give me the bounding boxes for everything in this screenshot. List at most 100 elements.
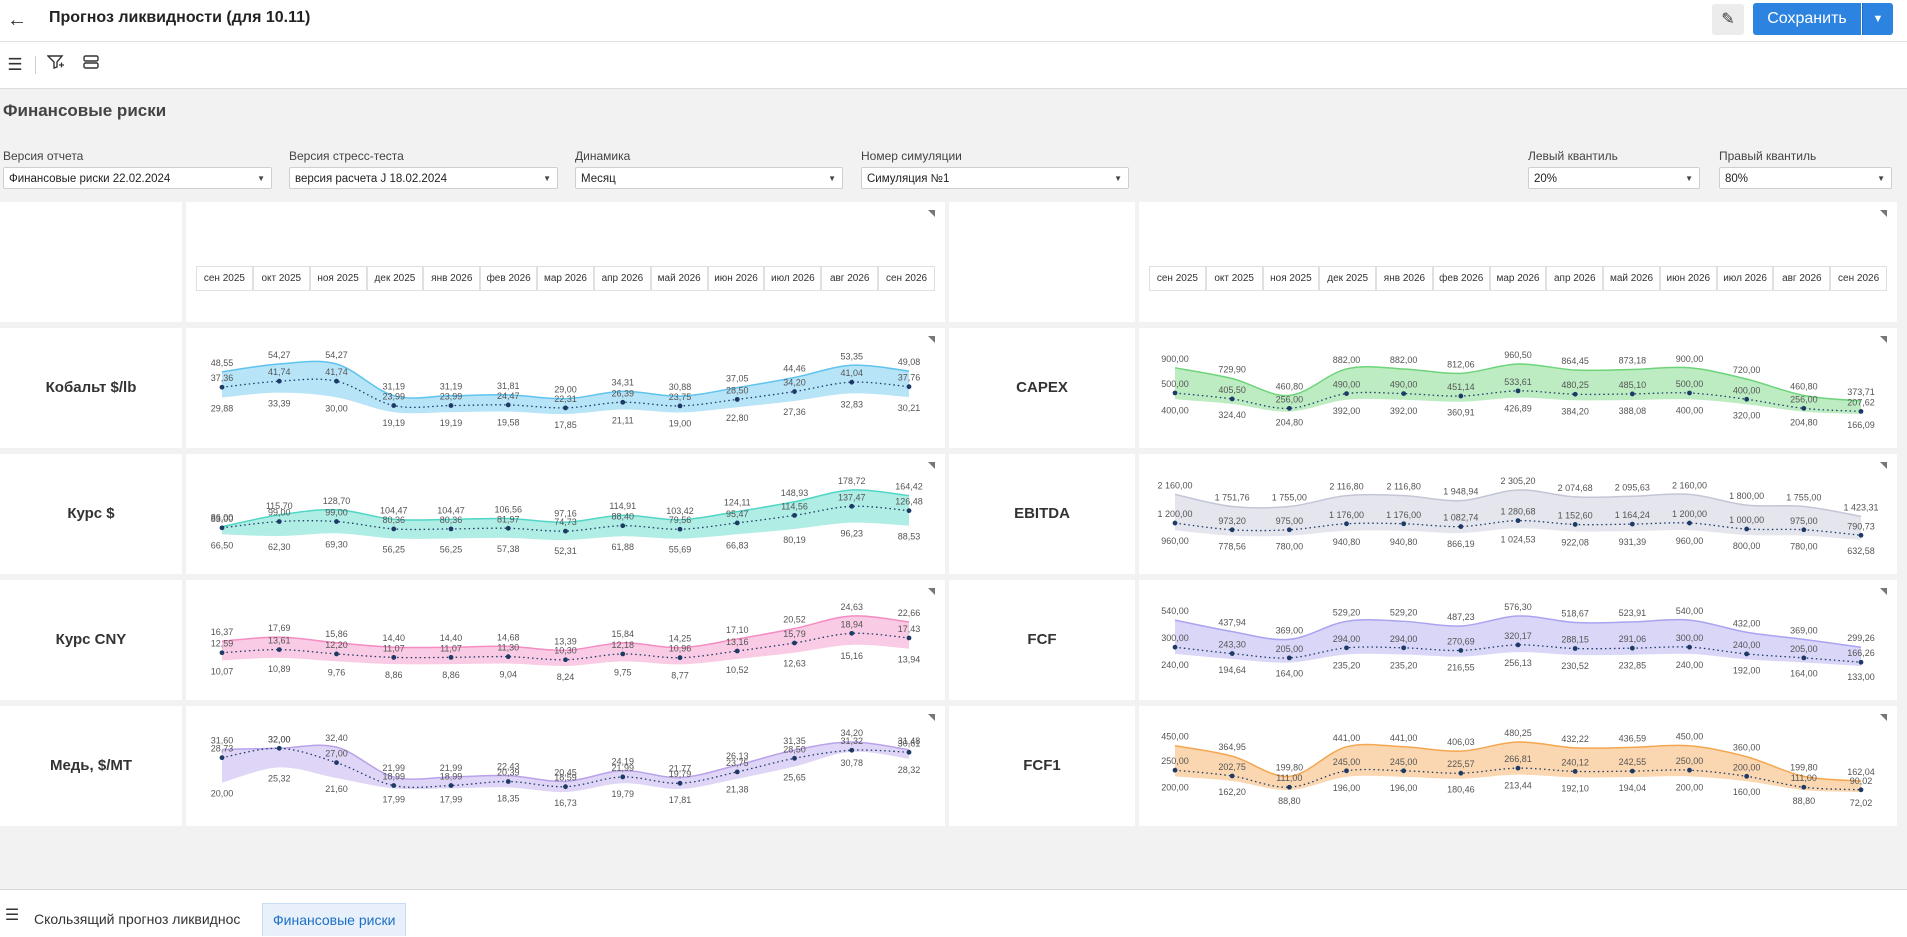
data-point[interactable] <box>620 399 626 405</box>
hamburger-icon[interactable]: ☰ <box>7 55 23 74</box>
data-point[interactable] <box>1344 521 1349 527</box>
data-point[interactable] <box>620 651 626 657</box>
data-point[interactable] <box>1286 527 1292 533</box>
expand-corner-icon[interactable] <box>928 588 935 595</box>
data-point[interactable] <box>1401 768 1407 774</box>
hamburger-icon[interactable]: ☰ <box>4 907 20 924</box>
data-point[interactable] <box>391 783 397 788</box>
data-point[interactable] <box>849 503 855 509</box>
data-point[interactable] <box>1572 391 1578 397</box>
data-point[interactable] <box>391 526 397 532</box>
data-point[interactable] <box>677 526 683 532</box>
data-point[interactable] <box>1458 393 1464 399</box>
expand-corner-icon[interactable] <box>1880 462 1887 469</box>
layers-icon[interactable] <box>79 54 103 76</box>
data-point[interactable] <box>1858 659 1864 665</box>
data-point[interactable] <box>849 630 855 636</box>
data-point[interactable] <box>219 650 225 656</box>
data-point[interactable] <box>1687 767 1692 773</box>
report-version-select[interactable]: Финансовые риски 22.02.2024 ▼ <box>3 167 272 189</box>
data-point[interactable] <box>563 784 568 790</box>
stress-test-version-select[interactable]: версия расчета J 18.02.2024 ▼ <box>289 167 558 189</box>
data-point[interactable] <box>1401 521 1407 527</box>
data-point[interactable] <box>1801 655 1807 661</box>
data-point[interactable] <box>1458 524 1464 529</box>
data-point[interactable] <box>849 379 855 385</box>
data-point[interactable] <box>448 783 454 788</box>
data-point[interactable] <box>1344 768 1349 774</box>
data-point[interactable] <box>906 749 912 755</box>
data-point[interactable] <box>1401 391 1407 397</box>
data-point[interactable] <box>734 769 740 775</box>
data-point[interactable] <box>219 384 225 390</box>
data-point[interactable] <box>1344 391 1349 397</box>
data-point[interactable] <box>1286 405 1292 411</box>
data-point[interactable] <box>448 403 454 408</box>
data-point[interactable] <box>1286 784 1292 790</box>
data-point[interactable] <box>391 654 397 660</box>
data-point[interactable] <box>448 526 454 532</box>
data-point[interactable] <box>448 654 454 660</box>
data-point[interactable] <box>1629 391 1635 397</box>
data-point[interactable] <box>563 405 568 411</box>
data-point[interactable] <box>1515 518 1521 524</box>
tab-financial-risks[interactable]: Финансовые риски <box>262 903 407 936</box>
data-point[interactable] <box>1229 773 1235 779</box>
data-point[interactable] <box>1572 646 1578 651</box>
data-point[interactable] <box>1172 390 1178 396</box>
expand-corner-icon[interactable] <box>928 462 935 469</box>
data-point[interactable] <box>1344 645 1349 651</box>
data-point[interactable] <box>734 396 740 402</box>
data-point[interactable] <box>276 519 282 524</box>
data-point[interactable] <box>677 403 683 409</box>
data-point[interactable] <box>563 657 568 663</box>
data-point[interactable] <box>792 640 797 646</box>
data-point[interactable] <box>391 403 397 408</box>
data-point[interactable] <box>1858 532 1864 538</box>
data-point[interactable] <box>276 647 282 653</box>
arrow-left-icon[interactable]: ← <box>7 9 27 31</box>
data-point[interactable] <box>1801 405 1807 411</box>
data-point[interactable] <box>677 780 683 786</box>
data-point[interactable] <box>1687 390 1692 396</box>
data-point[interactable] <box>505 779 511 784</box>
data-point[interactable] <box>219 525 225 531</box>
data-point[interactable] <box>1172 644 1178 650</box>
data-point[interactable] <box>1229 651 1235 656</box>
data-point[interactable] <box>563 528 568 534</box>
data-point[interactable] <box>1401 645 1407 651</box>
expand-corner-icon[interactable] <box>1880 336 1887 343</box>
expand-corner-icon[interactable] <box>1880 210 1887 217</box>
data-point[interactable] <box>505 525 511 531</box>
data-point[interactable] <box>1629 645 1635 651</box>
expand-corner-icon[interactable] <box>1880 588 1887 595</box>
data-point[interactable] <box>1858 787 1864 793</box>
filter-icon[interactable] <box>44 54 68 76</box>
data-point[interactable] <box>1858 408 1864 414</box>
data-point[interactable] <box>1229 527 1235 533</box>
data-point[interactable] <box>1458 648 1464 653</box>
data-point[interactable] <box>1286 655 1292 661</box>
data-point[interactable] <box>276 745 282 751</box>
data-point[interactable] <box>1629 768 1635 774</box>
data-point[interactable] <box>1572 769 1578 774</box>
edit-button[interactable]: ✎ <box>1712 4 1744 35</box>
simulation-select[interactable]: Симуляция №1 ▼ <box>861 167 1129 189</box>
expand-corner-icon[interactable] <box>1880 714 1887 721</box>
data-point[interactable] <box>1801 784 1807 790</box>
expand-corner-icon[interactable] <box>928 336 935 343</box>
data-point[interactable] <box>906 384 912 390</box>
data-point[interactable] <box>1687 520 1692 526</box>
data-point[interactable] <box>1172 520 1178 526</box>
data-point[interactable] <box>792 389 797 394</box>
data-point[interactable] <box>334 760 339 766</box>
left-quantile-select[interactable]: 20% ▼ <box>1528 167 1700 189</box>
data-point[interactable] <box>906 635 912 641</box>
save-button[interactable]: Сохранить <box>1753 3 1861 35</box>
data-point[interactable] <box>734 520 740 526</box>
data-point[interactable] <box>1629 521 1635 527</box>
data-point[interactable] <box>849 747 855 753</box>
data-point[interactable] <box>276 378 282 384</box>
data-point[interactable] <box>1229 396 1235 402</box>
data-point[interactable] <box>1572 522 1578 527</box>
